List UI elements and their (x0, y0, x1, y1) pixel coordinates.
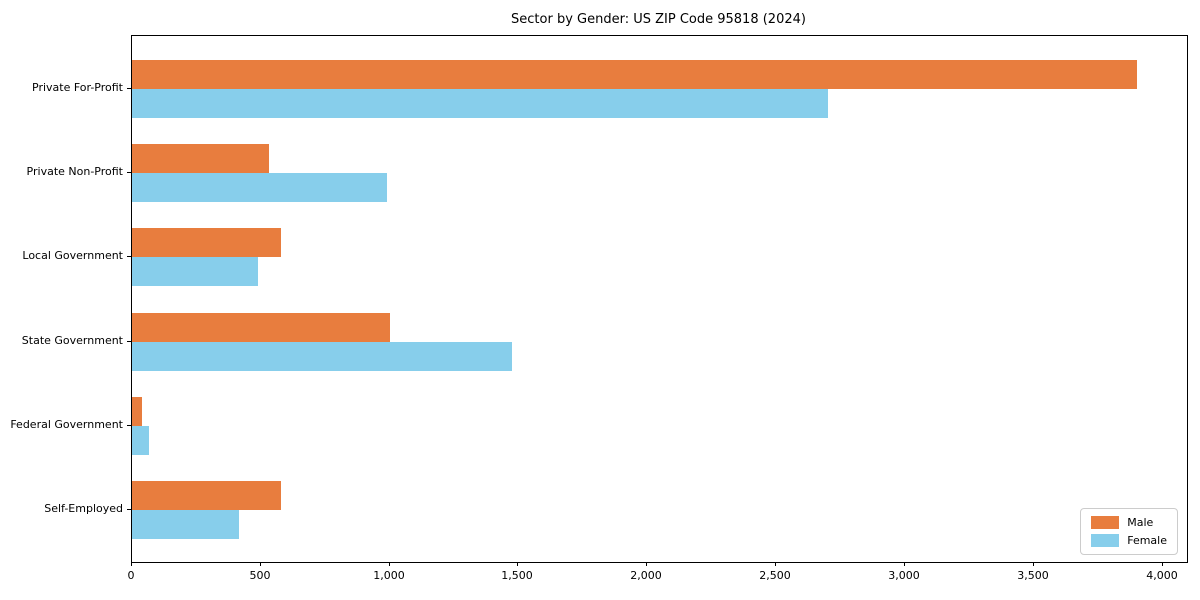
x-tick-label-3000: 3,000 (888, 569, 920, 582)
x-tick-3000 (904, 562, 905, 566)
male-series-swatch (1091, 516, 1120, 529)
legend-entry-male: Male (1091, 516, 1167, 529)
female-bar-state-government (132, 341, 512, 371)
y-tick-label-local-government: Local Government (22, 249, 123, 263)
y-tick-federal-government (127, 424, 131, 426)
x-tick-2500 (775, 562, 776, 566)
chart-title: Sector by Gender: US ZIP Code 95818 (202… (511, 12, 806, 27)
y-tick-self-employed (127, 509, 131, 510)
y-tick-local-government (127, 256, 131, 258)
male-bar-private-non-profit (132, 144, 269, 174)
x-tick-2000 (646, 562, 647, 566)
female-bar-self-employed (132, 510, 239, 539)
y-tick-label-state-government: State Government (21, 333, 123, 347)
x-tick-3500 (1033, 562, 1034, 566)
plot-area (131, 35, 1188, 563)
x-tick-label-0: 0 (127, 569, 135, 582)
legend-label-female: Female (1127, 534, 1167, 547)
male-bar-state-government (132, 312, 390, 342)
y-tick-label-private-non-profit: Private Non-Profit (26, 165, 123, 179)
legend-label-male: Male (1127, 516, 1154, 529)
y-tick-label-self-employed: Self-Employed (44, 502, 123, 515)
x-tick-label-1000: 1,000 (373, 569, 405, 582)
y-tick-private-for-profit (127, 88, 131, 89)
y-tick-state-government (127, 340, 131, 342)
x-tick-label-1500: 1,500 (501, 569, 533, 582)
x-tick-1500 (517, 562, 518, 566)
x-tick-label-2500: 2,500 (759, 569, 791, 582)
male-bar-self-employed (132, 481, 281, 510)
x-tick-4000 (1162, 562, 1163, 566)
male-bar-private-for-profit (132, 60, 1137, 89)
female-bar-local-government (132, 257, 258, 287)
x-tick-label-500: 500 (249, 569, 271, 582)
legend-entry-female: Female (1091, 534, 1167, 547)
female-series-swatch (1091, 534, 1120, 547)
y-tick-private-non-profit (127, 172, 131, 174)
x-tick-500 (260, 562, 261, 566)
male-bar-local-government (132, 228, 281, 258)
x-tick-label-3500: 3,500 (1017, 569, 1049, 582)
female-bar-federal-government (132, 425, 149, 455)
male-bar-federal-government (132, 396, 142, 426)
y-tick-label-federal-government: Federal Government (10, 417, 123, 431)
x-tick-0 (131, 562, 132, 566)
female-bar-private-for-profit (132, 89, 828, 118)
x-tick-label-4000: 4,000 (1146, 569, 1178, 582)
x-tick-label-2000: 2,000 (630, 569, 662, 582)
legend: Male Female (1080, 508, 1178, 555)
female-bar-private-non-profit (132, 173, 387, 203)
x-tick-1000 (389, 562, 390, 566)
y-tick-label-private-for-profit: Private For-Profit (32, 81, 123, 94)
